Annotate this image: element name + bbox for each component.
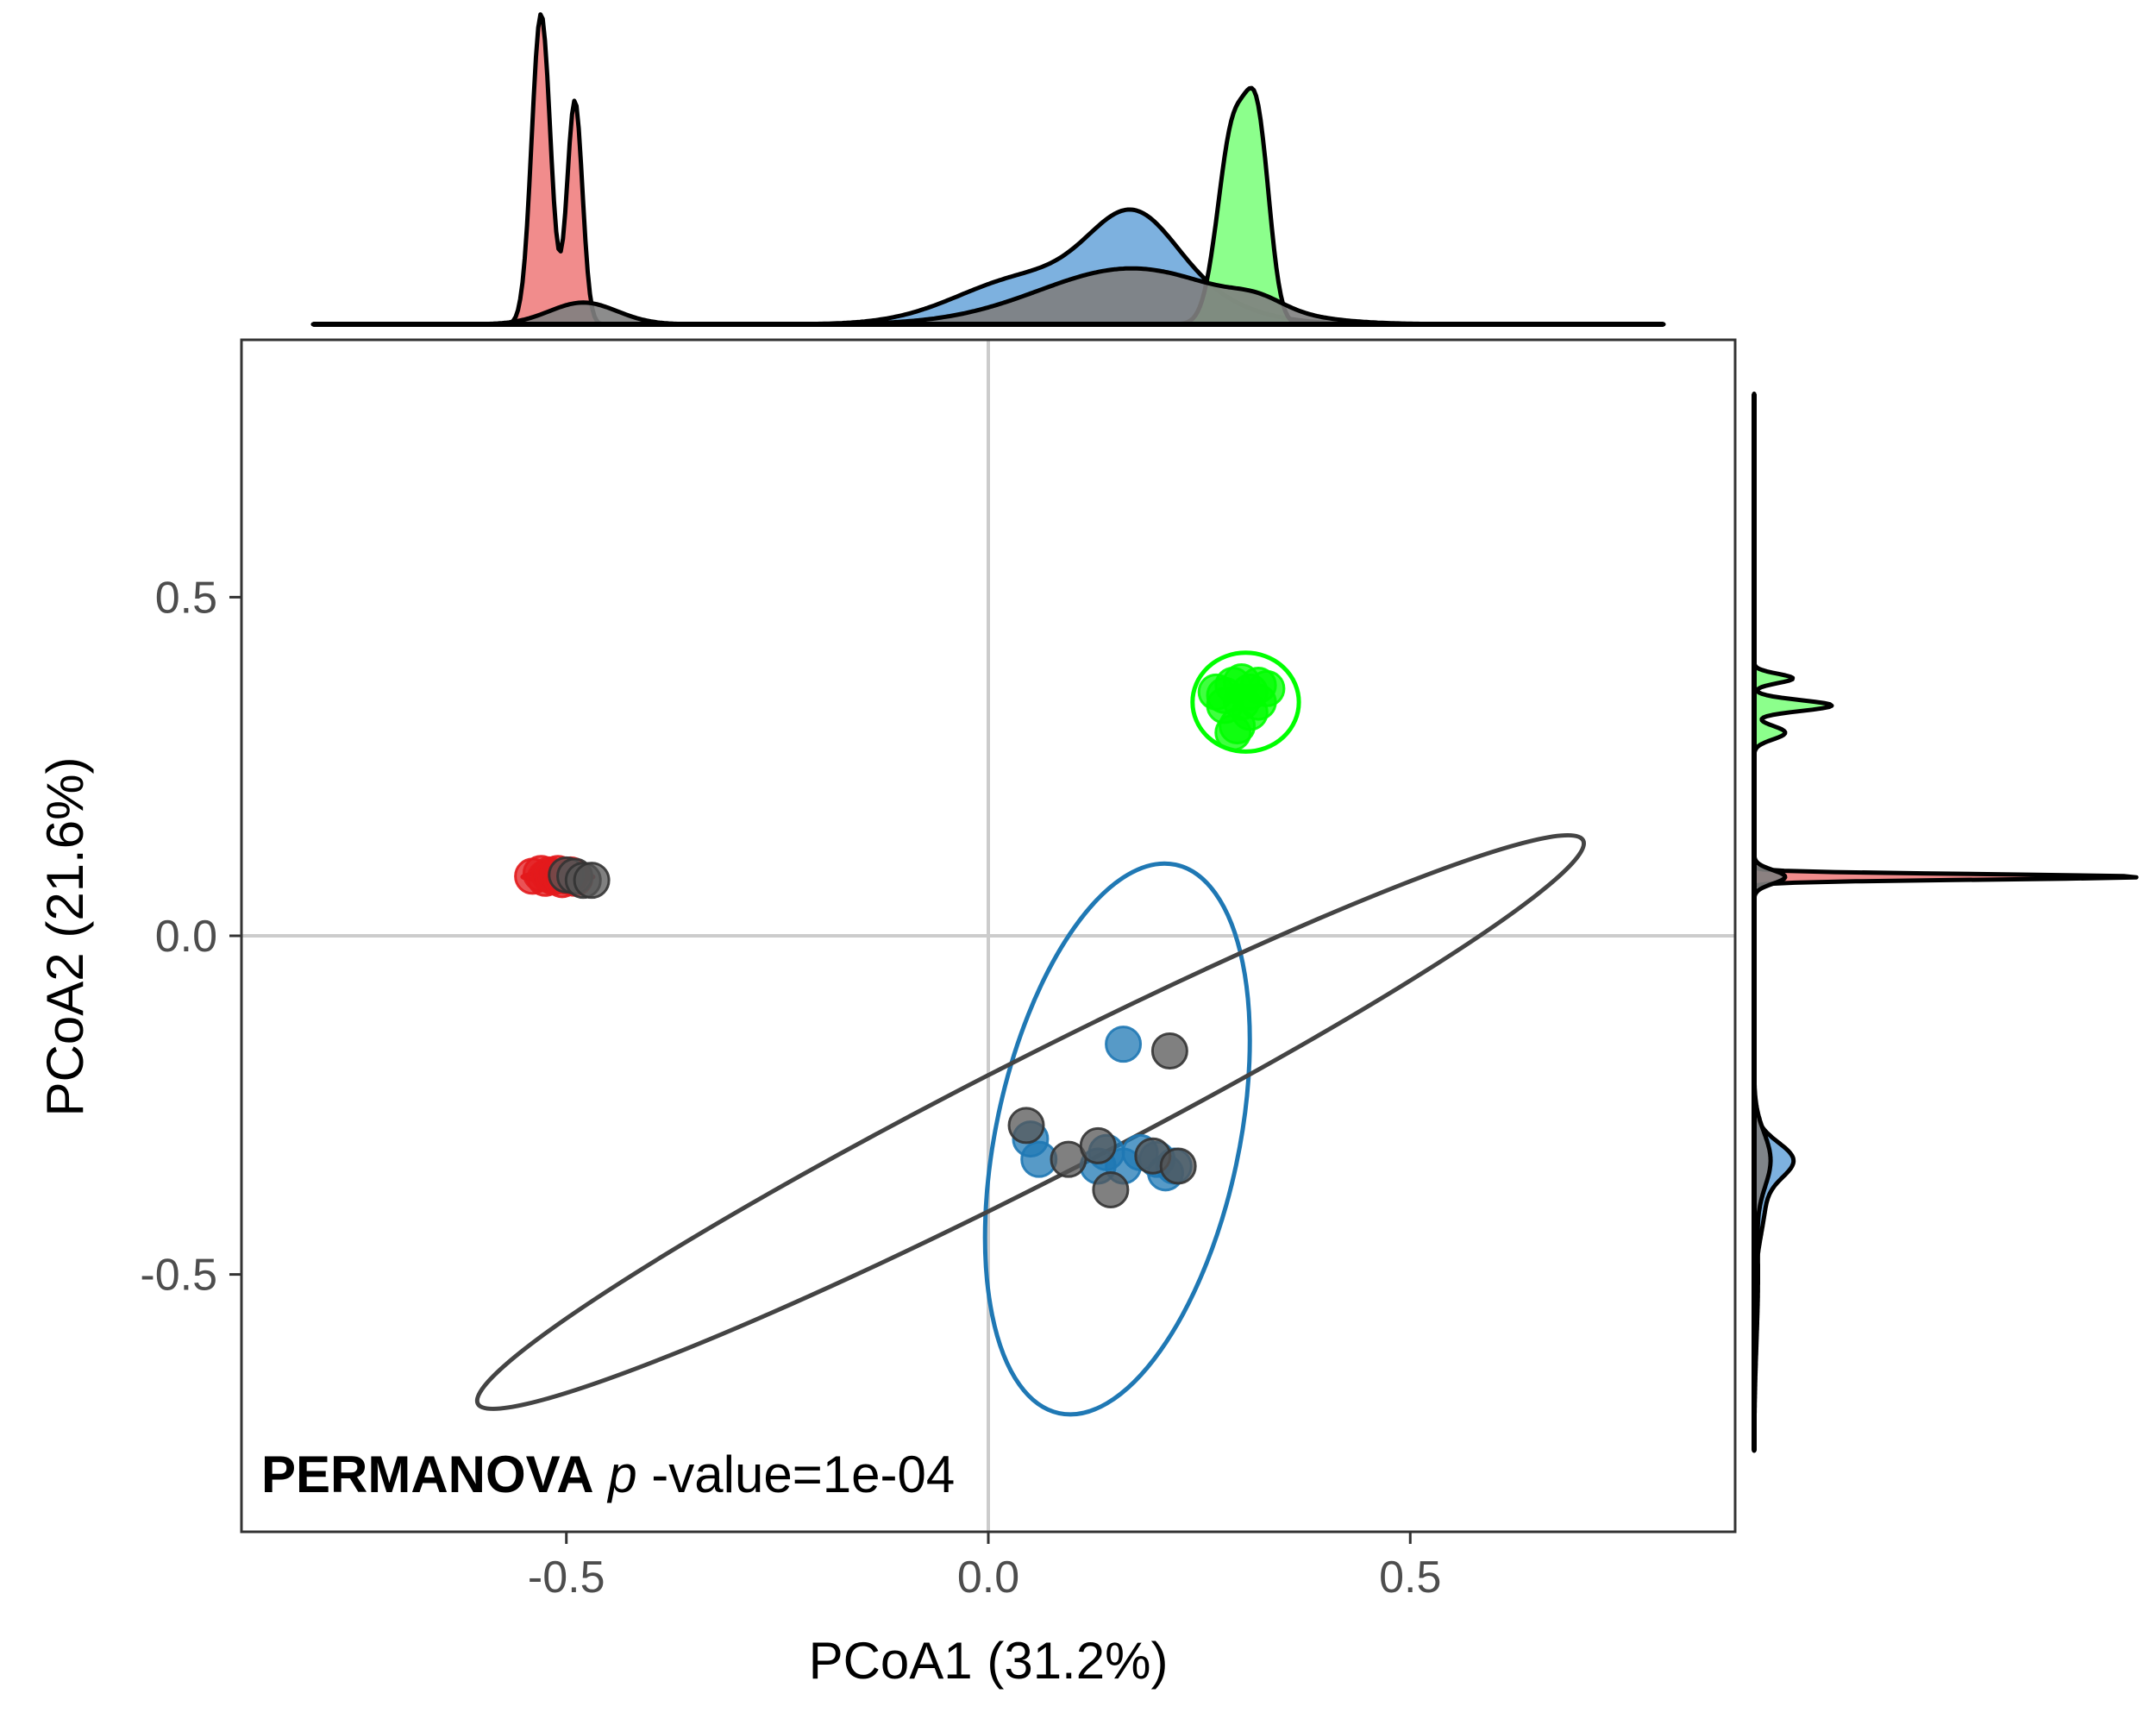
y-density-3	[1752, 392, 1788, 1453]
x-tick-label-0: -0.5	[528, 1552, 605, 1603]
annotation-bold: PERMANOVA	[261, 1446, 594, 1503]
y-density-0	[1752, 392, 2139, 1453]
x-density-0	[310, 12, 1666, 327]
y-marginal-density	[1752, 392, 2139, 1453]
series-1-point-12	[1206, 687, 1244, 724]
y-axis-label: PCoA2 (21.6%)	[36, 757, 94, 1117]
y-tick-label-2: 0.5	[155, 573, 217, 623]
annotation-italic: p	[606, 1446, 636, 1503]
series-2-point-0	[1105, 1026, 1143, 1063]
series-2-ellipse	[982, 861, 1252, 1417]
plot-panel	[241, 340, 1735, 1532]
series-3-point-7	[1079, 1126, 1117, 1164]
x-tick-label-2: 0.5	[1379, 1552, 1441, 1603]
series-3-point-10	[1092, 1170, 1130, 1208]
series-3-ellipse	[474, 832, 1587, 1411]
axes: -0.5 0.0 0.5 -0.5 0.0 0.5	[140, 338, 1737, 1603]
x-marginal-density	[310, 12, 1666, 327]
series-1-point-11	[1239, 683, 1277, 721]
series-3-point-9	[1159, 1147, 1197, 1185]
series-3-point-4	[1150, 1032, 1188, 1070]
series-1-ellipse	[1190, 650, 1301, 754]
x-axis-label: PCoA1 (31.2%)	[809, 1632, 1169, 1690]
series-3-point-5	[1007, 1107, 1045, 1145]
permanova-annotation: PERMANOVA p -value=1e-04	[261, 1446, 955, 1503]
annotation-rest: -value=1e-04	[651, 1446, 955, 1503]
x-tick-label-1: 0.0	[957, 1552, 1019, 1603]
y-tick-label-1: 0.0	[155, 912, 217, 962]
y-density-2	[1752, 392, 1834, 1453]
series-3-point-3	[573, 862, 611, 900]
y-tick-label-0: -0.5	[140, 1251, 217, 1301]
